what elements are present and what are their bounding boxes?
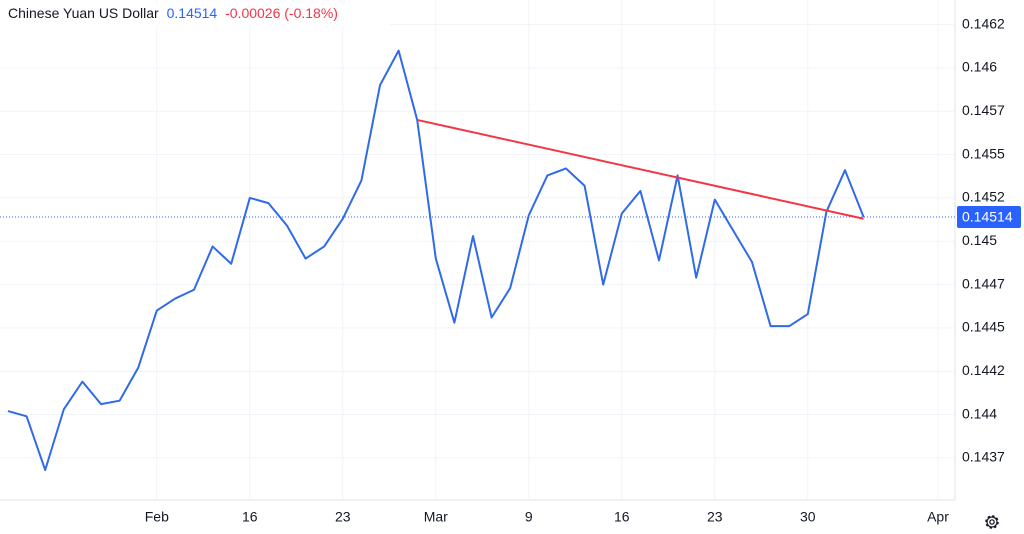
header: Chinese Yuan US Dollar 0.14514 -0.00026 …	[8, 5, 338, 21]
price-line	[7, 49, 865, 472]
change: -0.00026 (-0.18%)	[225, 5, 338, 21]
price-tag-label: 0.14514	[962, 209, 1013, 225]
y-tick-label: 0.1462	[962, 15, 1005, 31]
y-tick-label: 0.1452	[962, 189, 1005, 205]
price-tag	[957, 205, 1021, 228]
y-tick-label: 0.1445	[962, 319, 1005, 335]
x-tick-label: 23	[707, 509, 723, 525]
x-tick-label: Apr	[927, 509, 949, 525]
y-tick-label: 0.145	[962, 232, 997, 248]
header-bg	[0, 2, 390, 26]
y-tick-label: 0.1437	[962, 449, 1005, 465]
trend-line	[416, 118, 864, 220]
x-tick-label: 16	[242, 509, 258, 525]
x-tick-label: 16	[614, 509, 630, 525]
x-tick-label: 9	[525, 509, 533, 525]
y-tick-label: 0.144	[962, 405, 997, 421]
x-tick-label: Mar	[424, 509, 448, 525]
x-tick-label: 23	[335, 509, 351, 525]
y-tick-label: 0.1442	[962, 362, 1005, 378]
marks	[7, 49, 865, 472]
x-tick-label: Feb	[145, 509, 169, 525]
y-tick-label: 0.1457	[962, 102, 1005, 118]
settings-icon[interactable]	[985, 515, 999, 529]
price: 0.14514	[167, 5, 218, 21]
x-tick-label: 30	[800, 509, 816, 525]
y-tick-label: 0.1455	[962, 145, 1005, 161]
grid	[0, 0, 955, 500]
y-tick-label: 0.1447	[962, 275, 1005, 291]
chart-title: Chinese Yuan US Dollar	[8, 5, 159, 21]
y-tick-label: 0.146	[962, 59, 997, 75]
